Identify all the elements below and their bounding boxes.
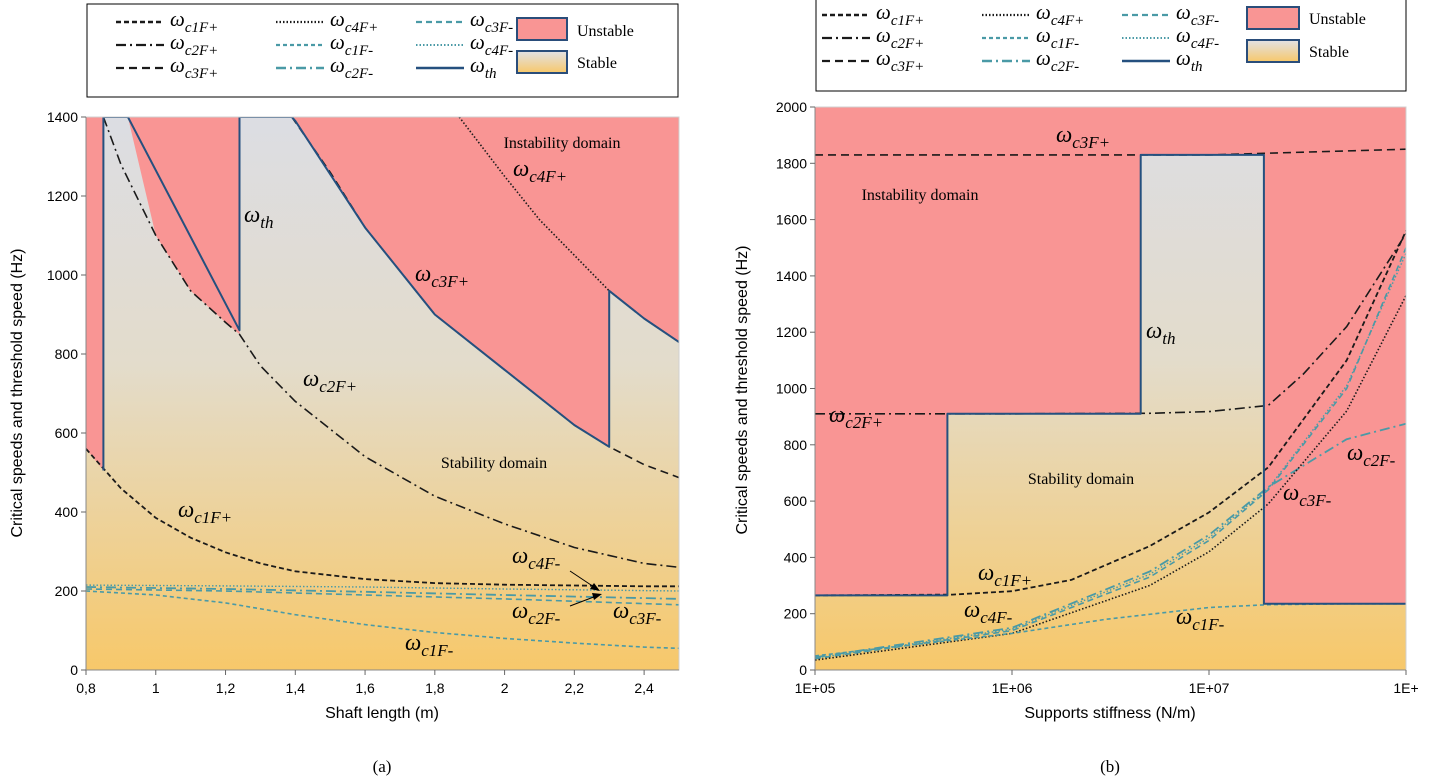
panel-a-x-tick-label: 2,4	[634, 680, 654, 696]
panel-a: 0,8 1 1,2 1,4 1,6 1,8 2 2,2 2,4 0 200 400 600 800 100…	[9, 3, 680, 776]
panel-a-y-tick-label: 1200	[47, 188, 78, 204]
panel-a-unstable-region	[291, 117, 679, 447]
panel-b-label: (b)	[1100, 757, 1120, 776]
panel-a-legend-stable-label: Stable	[577, 55, 617, 72]
panel-b-series-omega-c3f-	[815, 247, 1406, 660]
panel-b-y-tick-label: 0	[799, 662, 807, 678]
panel-a-x-tick-group: 0,8 1 1,2 1,4 1,6 1,8 2 2,2 2,4	[76, 670, 654, 696]
panel-b-legend-frame	[815, 0, 1407, 92]
panel-b-legend-stable-label: Stable	[1309, 44, 1349, 61]
panel-a-y-tick-label: 600	[55, 425, 79, 441]
panel-a-series-omega-th	[102, 117, 679, 471]
panel-a-legend-frame	[86, 3, 679, 98]
panel-a-x-tick-label: 0,8	[76, 680, 96, 696]
panel-b-x-tick-label: 1E+07	[1189, 680, 1230, 696]
panel-a-series-omega-c2f-plus	[102, 117, 679, 569]
panel-b-y-tick-label: 800	[784, 437, 808, 453]
panel-a-y-tick-label: 0	[70, 662, 78, 678]
panel-b-x-tick-label: 1E+	[1393, 680, 1418, 696]
panel-b-x-tick-label: 1E+06	[992, 680, 1033, 696]
panel-b-instability-domain-label: Instability domain	[862, 187, 979, 204]
panel-a-legend-stable-swatch	[516, 50, 568, 74]
panel-a-arrowhead-c4f-minus	[590, 583, 600, 591]
panel-a-series-group	[86, 117, 679, 650]
panel-b-y-axis-label: Critical speeds and threshold speed (Hz)	[734, 245, 751, 534]
panel-a-y-tick-label: 200	[55, 583, 79, 599]
panel-b-x-tick-group: 1E+05 1E+06 1E+07 1E+	[795, 670, 1419, 696]
panel-a-y-tick-label: 1000	[47, 267, 78, 283]
panel-b-series-group	[815, 148, 1406, 661]
panel-a-legend: ωc1F+ ωc4F+ ωc3F-ωc2F+ ωc1F-ωc4F-ωc3F+ ωc2F-…	[86, 3, 679, 98]
panel-a-x-tick-label: 1,4	[286, 680, 306, 696]
panel-b-series-omega-c2f-plus	[815, 233, 1406, 415]
panel-b-y-tick-label: 1800	[776, 155, 807, 171]
panel-b-series-omega-c4f-	[815, 253, 1406, 659]
panel-b-stability-domain-label: Stability domain	[1028, 471, 1134, 488]
panel-a-x-tick-label: 2	[501, 680, 509, 696]
panel-b-y-tick-label: 1600	[776, 212, 807, 228]
panel-b-series-omega-c3f-plus	[815, 148, 1406, 156]
panel-a-x-tick-label: 1,6	[355, 680, 375, 696]
panel-b-legend-unstable-swatch	[1246, 6, 1300, 30]
panel-b-y-tick-label: 600	[784, 493, 808, 509]
panel-a-instability-domain-label: Instability domain	[504, 135, 621, 152]
panel-a-legend-label: ωc2F+	[170, 30, 218, 59]
panel-a-label: (a)	[373, 757, 392, 776]
panel-a-series-omega-c1f-plus	[86, 448, 679, 588]
panel-a-arrowhead-c2f-minus	[592, 593, 602, 600]
panel-b-x-axis-label: Supports stiffness (N/m)	[1024, 705, 1195, 722]
panel-b-legend-stable-swatch	[1246, 39, 1300, 63]
panel-a-legend-unstable-swatch	[516, 17, 568, 41]
panel-a-x-tick-label: 2,2	[565, 680, 585, 696]
panel-a-x-tick-label: 1	[152, 680, 160, 696]
panel-a-y-axis-label: Critical speeds and threshold speed (Hz)	[9, 248, 26, 537]
panel-b-legend: ωc1F+ ωc4F+ ωc3F-ωc2F+ ωc1F-ωc4F-ωc3F+ ωc2F-…	[815, 0, 1407, 92]
panel-a-stability-domain-label: Stability domain	[441, 455, 547, 472]
panel-a-y-tick-label: 1400	[47, 109, 78, 125]
panel-b: 1E+05 1E+06 1E+07 1E+ 0 200 400 600 800 1000 1200…	[734, 0, 1419, 776]
panel-a-y-tick-group: 0 200 400 600 800 1000 1200 1400	[47, 109, 86, 678]
panel-a-series-omega-c4f-	[86, 584, 679, 592]
panel-a-x-axis-label: Shaft length (m)	[325, 705, 439, 722]
panel-b-y-tick-label: 1400	[776, 268, 807, 284]
panel-b-x-tick-label: 1E+05	[795, 680, 836, 696]
panel-a-x-tick-label: 1,2	[216, 680, 236, 696]
panel-b-y-tick-group: 0 200 400 600 800 1000 1200 1400 1600 1800 2000	[776, 99, 815, 678]
panel-a-unstable-region	[86, 117, 104, 471]
panel-b-y-tick-label: 2000	[776, 99, 807, 115]
panel-a-series-omega-c1f-	[86, 590, 679, 650]
panel-a-y-tick-label: 400	[55, 504, 79, 520]
panel-b-legend-unstable-label: Unstable	[1309, 11, 1366, 28]
panel-b-series-omega-th	[815, 153, 1406, 605]
panel-a-series-omega-c3f-	[86, 588, 679, 606]
panel-a-x-tick-label: 1,8	[425, 680, 445, 696]
panel-b-series-omega-c2f-	[815, 422, 1406, 659]
panel-b-y-tick-label: 200	[784, 606, 808, 622]
panel-a-legend-label: ωc4F-	[470, 30, 513, 59]
panel-a-y-tick-label: 800	[55, 346, 79, 362]
panel-b-y-tick-label: 1000	[776, 381, 807, 397]
panel-a-legend-unstable-label: Unstable	[577, 23, 634, 40]
panel-b-y-tick-label: 1200	[776, 324, 807, 340]
panel-b-y-tick-label: 400	[784, 549, 808, 565]
panel-b-unstable-region	[815, 107, 1406, 604]
